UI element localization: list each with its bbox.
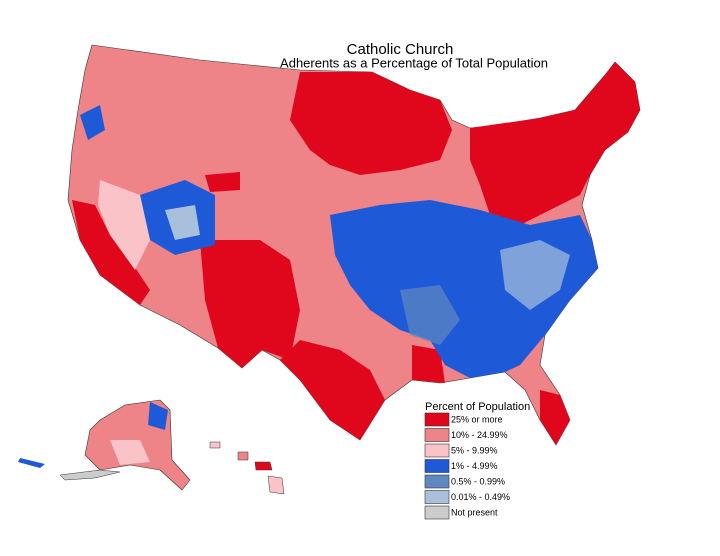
map-subtitle: Adherents as a Percentage of Total Popul… <box>280 55 548 70</box>
legend-swatch <box>424 443 450 458</box>
map-title: Catholic Church <box>347 41 454 58</box>
alaska-patch <box>148 402 168 430</box>
region-mid-south <box>400 285 460 345</box>
region-louisiana <box>412 345 445 383</box>
hawaii <box>209 441 285 495</box>
legend-label: 0.01% - 0.49% <box>451 492 510 502</box>
region-montana <box>205 172 240 192</box>
region-northeast <box>470 62 640 230</box>
legend-swatch <box>424 412 450 427</box>
aleutians-west <box>18 458 45 468</box>
region-california <box>72 200 150 305</box>
region-upper-midwest <box>290 72 452 175</box>
region-florida-south <box>540 390 570 445</box>
legend-swatch <box>424 474 450 489</box>
alaska-patch-2 <box>110 440 150 465</box>
legend-label: Not present <box>451 507 498 517</box>
hawaii-island <box>267 475 285 495</box>
legend-label: 5% - 9.99% <box>451 445 498 455</box>
legend-label: 0.5% - 0.99% <box>451 476 505 486</box>
region-southwest <box>200 240 300 368</box>
hawaii-island <box>237 451 249 461</box>
hawaii-island <box>254 461 273 471</box>
region-nevada <box>98 180 150 270</box>
legend-swatch <box>424 490 450 504</box>
legend-label: 10% - 24.99% <box>451 430 508 440</box>
hawaii-island <box>209 441 221 449</box>
alaska <box>18 399 191 491</box>
legend-title: Percent of Population <box>425 401 530 413</box>
legend: Percent of Population 25% or more 10% - 2… <box>424 401 530 520</box>
aleutians <box>59 469 121 481</box>
legend-label: 1% - 4.99% <box>451 461 498 471</box>
legend-swatch <box>424 505 450 520</box>
region-south-texas <box>280 340 385 440</box>
legend-label: 25% or more <box>451 414 503 424</box>
contiguous-us <box>67 44 641 446</box>
legend-swatch <box>424 428 450 442</box>
region-northwest-patch <box>80 105 105 140</box>
region-appalachia <box>500 240 570 310</box>
region-utah-center <box>165 205 200 240</box>
legend-swatch <box>424 459 450 473</box>
